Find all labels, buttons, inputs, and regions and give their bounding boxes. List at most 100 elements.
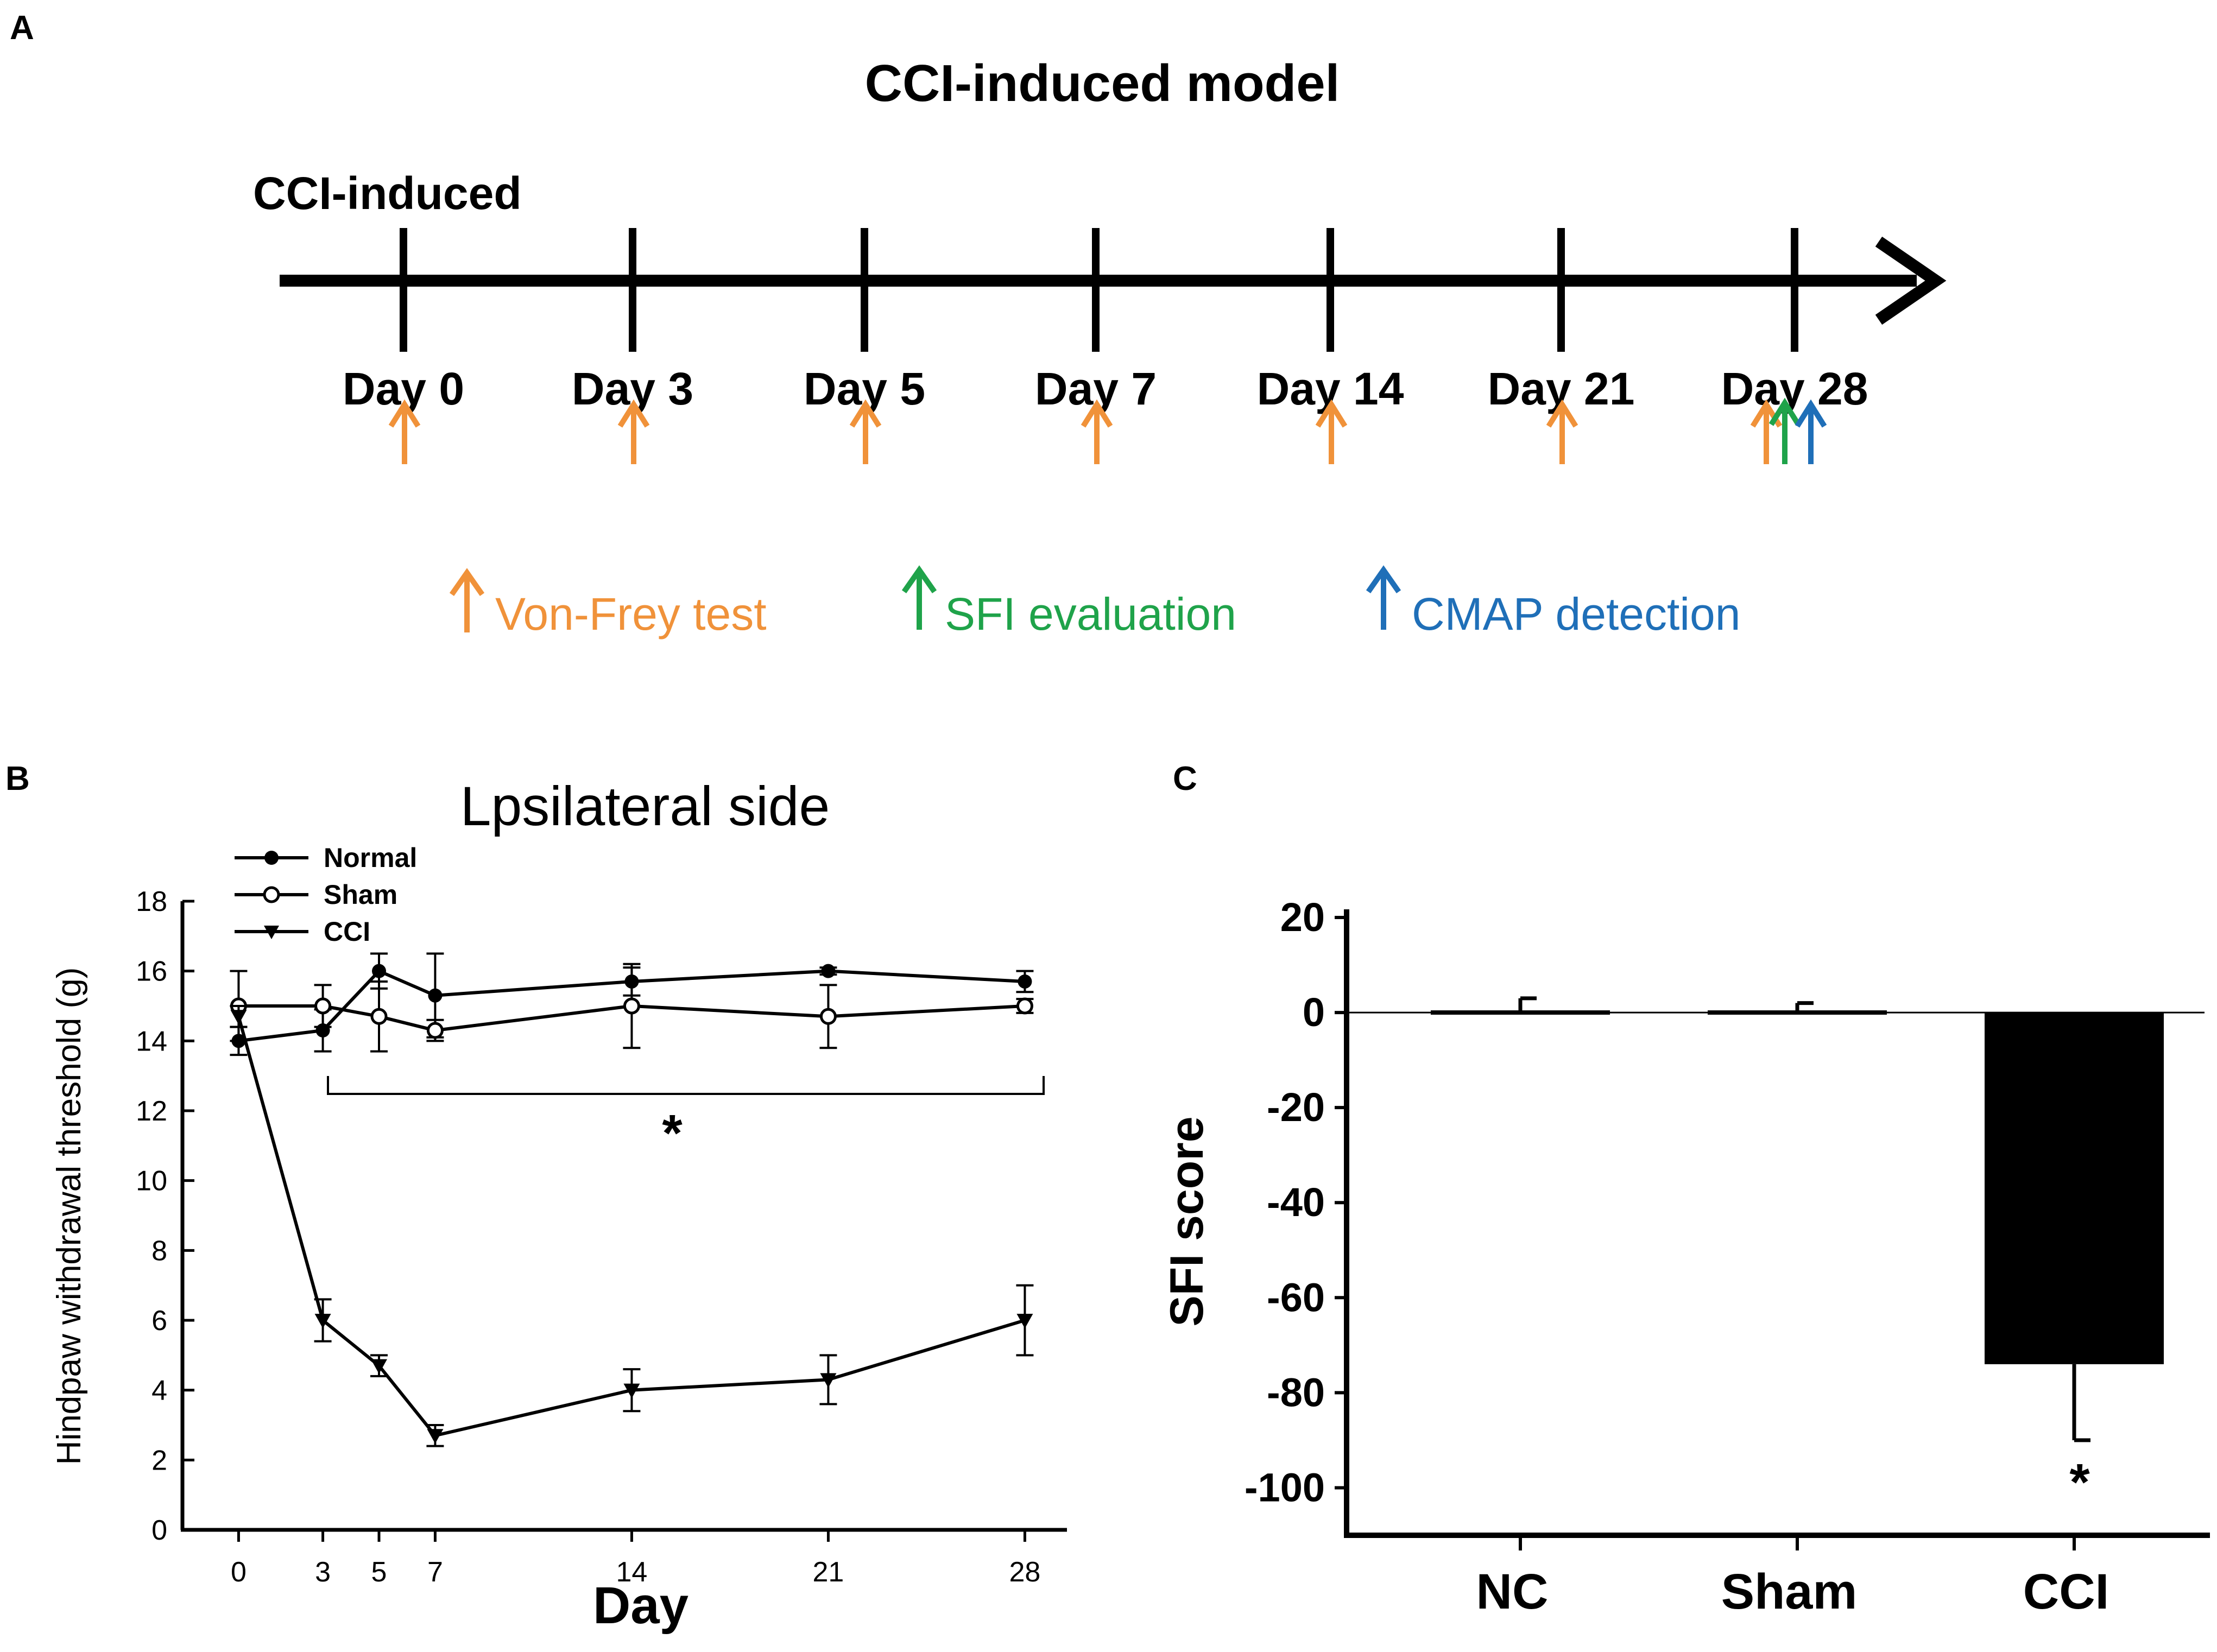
- von-frey-arrow-icon-head: [1315, 399, 1348, 428]
- line-chart-legend: Normal Sham CCI: [235, 843, 417, 947]
- x-tick-label: Sham: [1721, 1564, 1858, 1619]
- bar-chart-y-label: SFI score: [1161, 1116, 1213, 1326]
- normal-data-point: [1018, 974, 1032, 989]
- sham-legend-marker: [263, 886, 280, 903]
- von-frey-arrow-icon-head: [617, 399, 650, 428]
- sham-data-point: [426, 1022, 444, 1039]
- von-frey-arrow-icon: [849, 399, 882, 464]
- cmap-arrow-icon-head: [1795, 399, 1827, 428]
- cci-legend-marker: [264, 926, 279, 939]
- von-frey-arrow-icon: [449, 568, 485, 632]
- cci-data-point: [427, 1429, 444, 1444]
- y-tick-label: -20: [1267, 1085, 1325, 1130]
- timeline-day-labels: Day 0 Day 3 Day 5 Day 7 Day 14 Day 21 Day 28: [343, 363, 1868, 414]
- sham-data-point: [370, 1008, 388, 1025]
- x-tick-label: CCI: [2023, 1564, 2109, 1619]
- bar-chart-y-ticks: 20 0 -20 -40 -60 -80 -100: [1245, 895, 1347, 1510]
- normal-legend-marker: [264, 851, 279, 865]
- x-tick-label: 0: [231, 1556, 247, 1588]
- y-tick-label: 18: [136, 886, 167, 917]
- cci-series: [230, 1005, 1034, 1447]
- von-frey-arrow-icon-head: [1081, 399, 1113, 428]
- x-tick-label: 7: [427, 1556, 443, 1588]
- bar-chart-bars: [1431, 996, 2164, 1442]
- panel-c-letter: C: [1173, 760, 1197, 797]
- normal-data-point: [428, 988, 443, 1003]
- line-chart-series: [230, 952, 1034, 1447]
- x-tick-label: NC: [1476, 1564, 1549, 1619]
- panel-a: A CCI-induced model CCI-induced Day 0 Day…: [10, 9, 1947, 640]
- legend-sfi-label: SFI evaluation: [945, 588, 1236, 640]
- timeline-event-arrows: [388, 397, 1827, 464]
- cci-data-point: [371, 1359, 387, 1374]
- y-tick-label: 12: [136, 1096, 167, 1127]
- legend-cmap-label: CMAP detection: [1412, 588, 1740, 640]
- y-tick-label: 14: [136, 1026, 167, 1057]
- y-tick-label: 8: [151, 1235, 167, 1267]
- von-frey-arrow-icon: [1081, 399, 1113, 464]
- panel-a-letter: A: [10, 9, 34, 47]
- timeline-day-label: Day 28: [1721, 363, 1868, 414]
- bar-cci: [1985, 1012, 2164, 1364]
- timeline-ticks: [400, 228, 1798, 352]
- panel-b-letter: B: [5, 760, 30, 797]
- line-chart-y-ticks: 0 2 4 6 8 10 12 14 16 18: [136, 886, 194, 1546]
- von-frey-arrow-icon: [1315, 399, 1348, 464]
- x-tick-label: 3: [315, 1556, 331, 1588]
- y-tick-label: 10: [136, 1166, 167, 1197]
- y-tick-label: -40: [1267, 1180, 1325, 1225]
- panel-a-title: CCI-induced model: [865, 54, 1340, 112]
- y-tick-label: 16: [136, 956, 167, 988]
- von-frey-arrow-icon: [1546, 399, 1578, 464]
- x-tick-label: 14: [616, 1556, 648, 1588]
- timeline-start-label: CCI-induced: [253, 168, 522, 219]
- von-frey-arrow-icon-head: [1546, 399, 1578, 428]
- cci-data-point: [1016, 1314, 1033, 1328]
- sfi-arrow-icon: [1768, 397, 1801, 464]
- sham-data-point: [819, 1008, 837, 1025]
- legend-normal-label: Normal: [324, 843, 417, 873]
- panel-b: B Lpsilateral side 0 2 4 6 8 10 12 14 16 18 0 3 5 7 1…: [5, 760, 1067, 1635]
- von-frey-arrow-icon-head: [388, 399, 421, 428]
- sfi-arrow-icon: [901, 565, 937, 630]
- normal-data-point: [372, 964, 386, 978]
- y-tick-label: 6: [151, 1305, 167, 1337]
- y-tick-label: 4: [151, 1375, 167, 1407]
- cmap-arrow-icon: [1366, 565, 1401, 630]
- line-chart-significance-star: *: [662, 1104, 683, 1162]
- cci-data-point: [230, 1010, 247, 1025]
- sham-data-point: [314, 997, 332, 1015]
- y-tick-label: -80: [1267, 1370, 1325, 1415]
- x-tick-label: 5: [371, 1556, 387, 1588]
- von-frey-arrow-icon: [388, 399, 421, 464]
- von-frey-arrow-icon-head: [849, 399, 882, 428]
- y-tick-label: 20: [1280, 895, 1325, 940]
- significance-bracket: [327, 1076, 1045, 1095]
- cmap-arrow-icon: [1795, 399, 1827, 464]
- bar-chart-significance-star: *: [2069, 1453, 2090, 1511]
- legend-sham-label: Sham: [324, 879, 397, 910]
- line-chart-title: Lpsilateral side: [460, 775, 830, 837]
- y-tick-label: -60: [1267, 1275, 1325, 1320]
- legend-von-frey-label: Von-Frey test: [495, 588, 767, 640]
- y-tick-label: 0: [1303, 990, 1325, 1035]
- cci-data-point: [314, 1314, 331, 1328]
- panel-c: C 20 0 -20 -40 -60 -80 -100 NC Sham CCI SFI scor…: [1161, 760, 2210, 1619]
- line-chart-x-label: Day: [593, 1577, 689, 1635]
- line-chart-x-ticks: 0 3 5 7 14 21 28: [231, 1530, 1040, 1588]
- cci-data-point: [820, 1373, 837, 1388]
- cci-data-point: [623, 1383, 640, 1398]
- sham-data-point: [623, 997, 640, 1015]
- y-tick-label: 0: [151, 1515, 167, 1546]
- normal-data-point: [821, 964, 836, 978]
- x-tick-label: 21: [813, 1556, 844, 1588]
- sham-data-point: [1016, 997, 1033, 1015]
- sfi-arrow-icon-head: [1768, 397, 1801, 426]
- line-chart-y-label: Hindpaw withdrawal threshold (g): [50, 967, 88, 1465]
- panel-a-legend: Von-Frey test SFI evaluation CMAP detect…: [449, 565, 1740, 640]
- bar-chart-x-ticks: NC Sham CCI: [1476, 1535, 2109, 1619]
- von-frey-arrow-icon: [617, 399, 650, 464]
- y-tick-label: 2: [151, 1445, 167, 1476]
- x-tick-label: 28: [1009, 1556, 1041, 1588]
